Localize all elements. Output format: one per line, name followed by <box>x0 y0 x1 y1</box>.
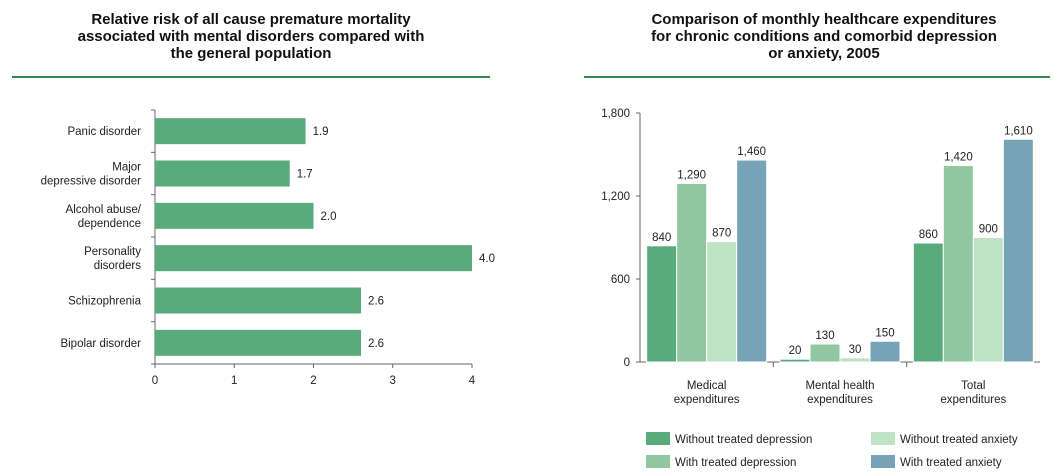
x-tick-label: 3 <box>390 375 396 387</box>
x-tick-label: 2 <box>310 375 316 387</box>
bar-value-label: 1,420 <box>944 152 973 164</box>
x-tick-label: 0 <box>152 375 158 387</box>
category-label: Schizophrenia <box>68 296 141 308</box>
bar <box>1002 138 1034 363</box>
y-tick-label: 0 <box>624 357 630 369</box>
bar <box>736 159 768 363</box>
bar-value-label: 1,610 <box>1004 125 1033 137</box>
bar-value-label: 4.0 <box>479 253 495 265</box>
bar <box>869 340 901 363</box>
bar-value-label: 1.7 <box>297 169 313 181</box>
bar <box>155 287 362 314</box>
category-label: Alcohol abuse/ <box>66 204 142 216</box>
legend-label: With treated depression <box>675 457 796 469</box>
bar <box>839 357 871 363</box>
y-tick-label: 1,800 <box>601 108 630 120</box>
category-label: expenditures <box>940 394 1006 406</box>
chart-title-line: Relative risk of all cause premature mor… <box>91 11 411 28</box>
bar <box>155 329 362 356</box>
bar-value-label: 860 <box>919 229 938 241</box>
category-label: Personality <box>84 246 141 258</box>
bar <box>942 165 974 363</box>
category-label: disorders <box>94 260 142 272</box>
bar <box>706 241 738 363</box>
bar-value-label: 150 <box>875 327 894 339</box>
bar-value-label: 1,290 <box>677 170 706 182</box>
chart-title-line: Comparison of monthly healthcare expendi… <box>651 11 996 28</box>
bar-value-label: 30 <box>849 344 862 356</box>
bar-value-label: 840 <box>652 232 671 244</box>
bar <box>779 358 811 363</box>
y-tick-label: 600 <box>611 274 630 286</box>
y-tick-label: 1,200 <box>601 191 630 203</box>
bar <box>676 183 708 363</box>
chart-title-line: associated with mental disorders compare… <box>78 28 425 45</box>
legend-swatch <box>871 432 895 445</box>
bar-value-label: 2.6 <box>368 296 384 308</box>
chart-title-line: for chronic conditions and comorbid depr… <box>651 28 997 45</box>
healthcare-expenditures-chart: Comparison of monthly healthcare expendi… <box>584 11 1050 469</box>
chart-title-line: the general population <box>171 45 332 62</box>
legend-label: Without treated depression <box>675 434 812 446</box>
legend-label: Without treated anxiety <box>900 434 1018 446</box>
category-label: expenditures <box>674 394 740 406</box>
mortality-risk-chart: Relative risk of all cause premature mor… <box>12 11 495 387</box>
legend-swatch <box>646 455 670 468</box>
bar <box>912 242 944 363</box>
category-label: dependence <box>78 218 141 230</box>
category-label: Bipolar disorder <box>60 338 141 350</box>
bar-value-label: 900 <box>979 224 998 236</box>
bar-value-label: 2.6 <box>368 338 384 350</box>
legend-label: With treated anxiety <box>900 457 1002 469</box>
category-label: Total <box>961 380 985 392</box>
legend-swatch <box>646 432 670 445</box>
bar-value-label: 870 <box>712 228 731 240</box>
x-tick-label: 4 <box>469 375 476 387</box>
bar-value-label: 130 <box>815 330 834 342</box>
bar <box>155 202 314 229</box>
bar <box>155 118 306 145</box>
bar <box>155 245 472 272</box>
category-label: depressive disorder <box>41 176 142 188</box>
category-label: expenditures <box>807 394 873 406</box>
category-label: Major <box>112 162 141 174</box>
category-label: Medical <box>687 380 727 392</box>
category-label: Mental health <box>805 380 874 392</box>
bar-value-label: 1.9 <box>313 126 329 138</box>
bar <box>646 245 678 363</box>
bar-value-label: 1,460 <box>737 146 766 158</box>
bar <box>972 237 1004 363</box>
bar <box>809 343 841 363</box>
bar <box>155 160 290 187</box>
bar-value-label: 20 <box>789 345 802 357</box>
legend-swatch <box>871 455 895 468</box>
bar-value-label: 2.0 <box>321 211 337 223</box>
category-label: Panic disorder <box>67 126 141 138</box>
x-tick-label: 1 <box>231 375 237 387</box>
chart-title-line: or anxiety, 2005 <box>768 45 879 62</box>
